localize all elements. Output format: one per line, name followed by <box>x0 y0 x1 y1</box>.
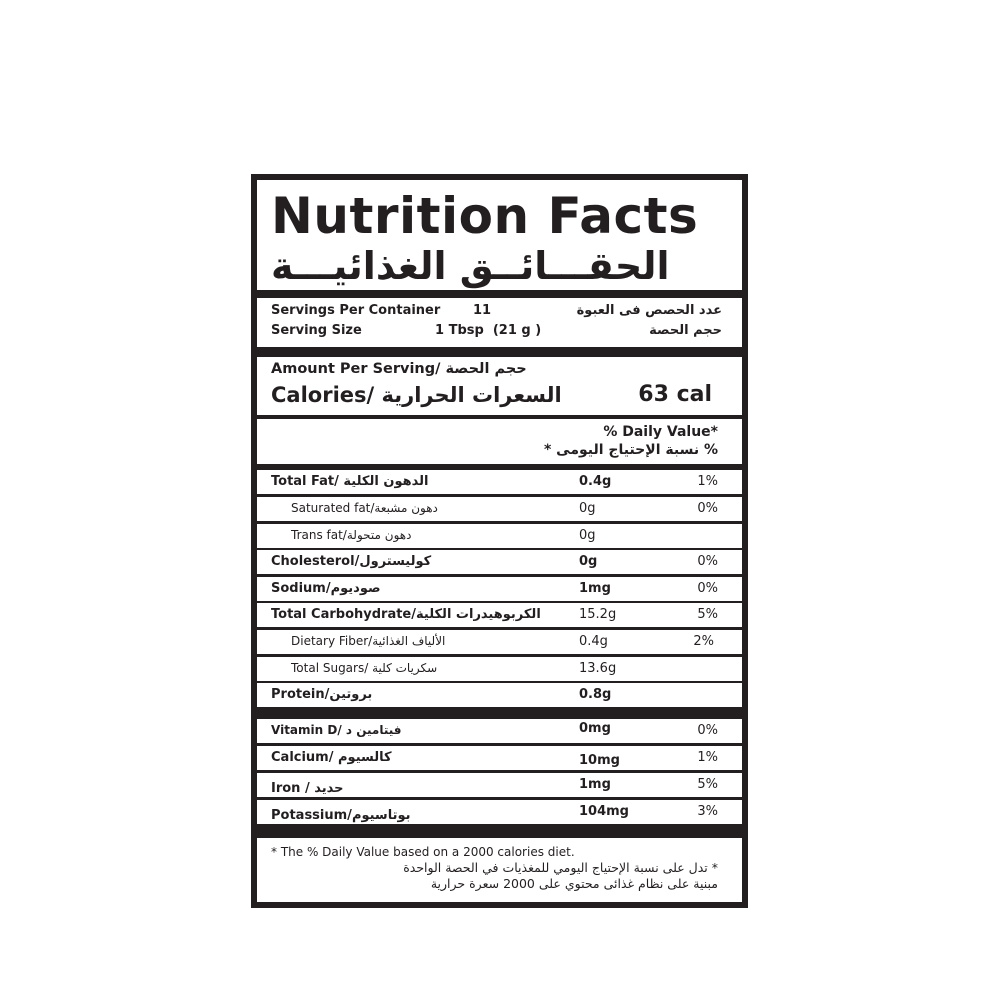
servings-per-container-row: Servings Per Container 11 عدد الحصص فى ا… <box>271 303 728 323</box>
nutrition-facts-label: Nutrition Facts الحقـــائــق الغذائيـــة… <box>251 174 748 908</box>
serving-size-label: Serving Size <box>271 323 362 338</box>
servings-per-container-value: 11 <box>473 303 492 318</box>
footnote-section: * The % Daily Value based on a 2000 calo… <box>257 838 742 902</box>
nutrient-label: Total Sugars/ سكريات كلية <box>291 661 438 675</box>
footnote-english: * The % Daily Value based on a 2000 calo… <box>271 845 575 859</box>
calories-value: 63 cal <box>638 382 712 407</box>
title-english: Nutrition Facts <box>271 187 699 245</box>
nutrient-row-trans-fat: Trans fat/دهون متحولة 0g <box>257 524 742 548</box>
mineral-row-calcium: Calcium/ كالسيوم 10mg 1% <box>257 746 742 770</box>
serving-size-value: 1 Tbsp (21 g ) <box>435 323 542 338</box>
nutrient-row-saturated-fat: Saturated fat/دهون مشبعة 0g 0% <box>257 497 742 521</box>
mineral-amount: 10mg <box>579 753 620 768</box>
mineral-dv: 0% <box>697 723 718 738</box>
mineral-label: Calcium/ كالسيوم <box>271 750 392 765</box>
nutrient-amount: 15.2g <box>579 607 617 622</box>
mineral-label: Iron / حديد <box>271 781 344 796</box>
mineral-dv: 1% <box>697 750 718 765</box>
nutrient-row-protein: Protein/بروتين 0.8g <box>257 683 742 707</box>
nutrient-dv: 0% <box>697 554 718 569</box>
nutrient-row-total-sugars: Total Sugars/ سكريات كلية 13.6g <box>257 657 742 681</box>
nutrient-amount: 0g <box>579 501 596 516</box>
mineral-label: Potassium/بوتاسيوم <box>271 808 411 823</box>
mineral-amount: 104mg <box>579 804 629 819</box>
nutrient-label: Trans fat/دهون متحولة <box>291 528 412 542</box>
nutrient-label: Protein/بروتين <box>271 687 373 702</box>
serving-size-row: Serving Size 1 Tbsp (21 g ) حجم الحصة <box>271 323 728 343</box>
nutrient-dv: 2% <box>693 634 714 649</box>
servings-per-container-label: Servings Per Container <box>271 303 441 318</box>
mineral-dv: 5% <box>697 777 718 792</box>
nutrient-row-dietary-fiber: Dietary Fiber/الألياف الغذائية 0.4g 2% <box>257 630 742 654</box>
serving-size-arabic: حجم الحصة <box>649 323 722 338</box>
nutrient-label: Saturated fat/دهون مشبعة <box>291 501 438 515</box>
nutrient-amount: 1mg <box>579 581 611 596</box>
nutrient-label: Dietary Fiber/الألياف الغذائية <box>291 634 446 648</box>
nutrient-amount: 0.4g <box>579 474 612 489</box>
nutrient-label: Total Carbohydrate/الكربوهيدرات الكلية <box>271 607 541 622</box>
nutrient-dv: 1% <box>697 474 718 489</box>
nutrient-row-total-fat: Total Fat/ الدهون الكلية 0.4g 1% <box>257 470 742 494</box>
nutrient-amount: 0g <box>579 554 598 569</box>
nutrient-dv: 0% <box>697 581 718 596</box>
servings-per-container-arabic: عدد الحصص فى العبوة <box>576 303 722 318</box>
mineral-dv: 3% <box>697 804 718 819</box>
nutrient-label: Total Fat/ الدهون الكلية <box>271 474 429 489</box>
servings-section: Servings Per Container 11 عدد الحصص فى ا… <box>257 298 742 347</box>
nutrient-amount: 13.6g <box>579 661 617 676</box>
nutrient-label: Sodium/صوديوم <box>271 581 381 596</box>
nutrient-label: Cholesterol/كوليسترول <box>271 554 432 569</box>
mineral-row-potassium: Potassium/بوتاسيوم 104mg 3% <box>257 800 742 824</box>
mineral-label: Vitamin D/ فيتامين د <box>271 723 402 737</box>
title-section: Nutrition Facts الحقـــائــق الغذائيـــة <box>257 180 742 290</box>
nutrient-amount: 0.8g <box>579 687 612 702</box>
title-arabic: الحقـــائــق الغذائيـــة <box>271 244 670 288</box>
amount-section: Amount Per Serving/ حجم الحصة Calories/ … <box>257 357 742 415</box>
amount-per-serving: Amount Per Serving/ حجم الحصة <box>271 361 527 377</box>
mineral-row-vitamin-d: Vitamin D/ فيتامين د 0mg 0% <box>257 719 742 743</box>
footnote-arabic-line-2: مبنية على نظام غذائى محتوي على 2000 سعرة… <box>430 876 718 891</box>
nutrient-dv: 0% <box>697 501 718 516</box>
calories-label: Calories/ السعرات الحرارية <box>271 383 562 407</box>
nutrient-dv: 5% <box>697 607 718 622</box>
footnote-arabic-line-1: * تدل على نسبة الإحتياج اليومي للمغذيات … <box>403 860 718 875</box>
nutrient-amount: 0g <box>579 528 596 543</box>
mineral-row-iron: Iron / حديد 1mg 5% <box>257 773 742 797</box>
mineral-amount: 1mg <box>579 777 611 792</box>
nutrient-amount: 0.4g <box>579 634 608 649</box>
daily-value-english: % Daily Value* <box>603 424 718 440</box>
nutrient-row-sodium: Sodium/صوديوم 1mg 0% <box>257 577 742 601</box>
nutrient-row-total-carbohydrate: Total Carbohydrate/الكربوهيدرات الكلية 15… <box>257 603 742 627</box>
daily-value-arabic: * نسبة الإحتياج اليومى % <box>543 442 718 458</box>
mineral-amount: 0mg <box>579 721 611 736</box>
nutrient-row-cholesterol: Cholesterol/كوليسترول 0g 0% <box>257 550 742 574</box>
daily-value-header: % Daily Value* * نسبة الإحتياج اليومى % <box>257 419 742 464</box>
